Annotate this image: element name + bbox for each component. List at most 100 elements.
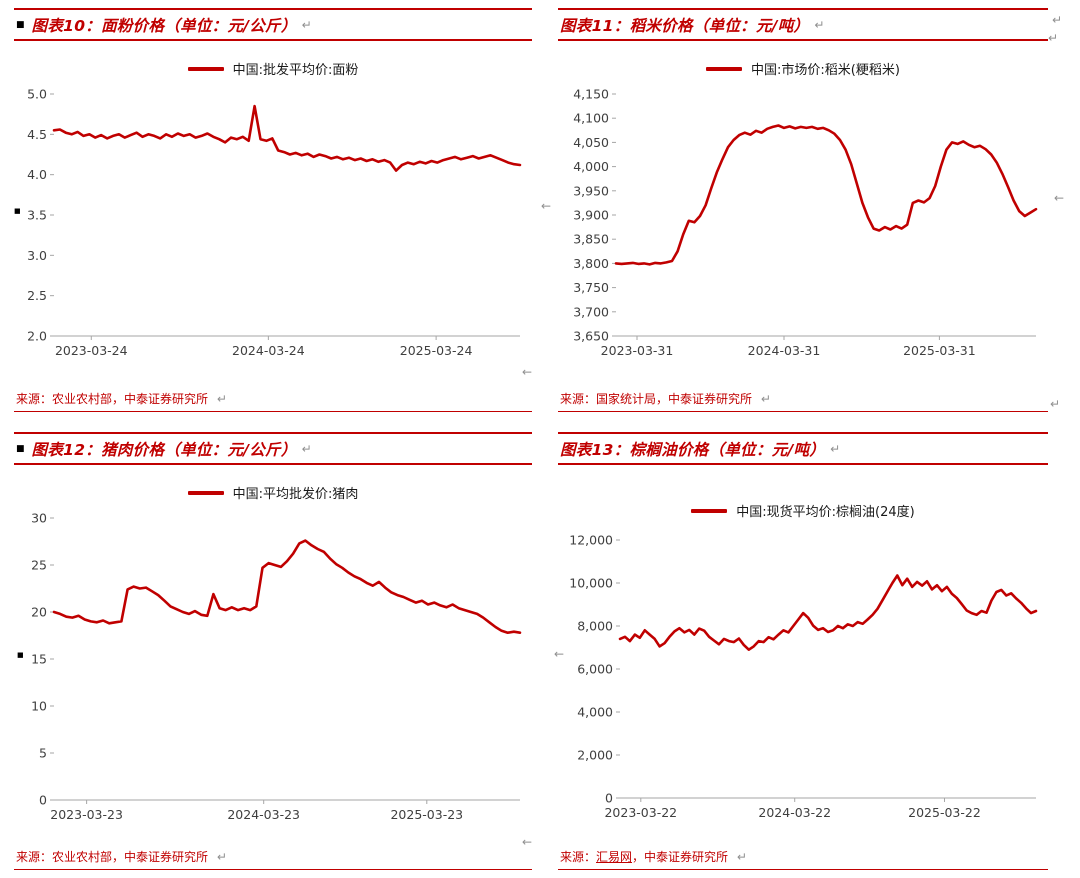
paragraph-mark-icon: ← [541,199,552,213]
legend: 中国:平均批发价:猪肉 [14,483,532,502]
paragraph-mark-icon: ↵ [301,442,312,456]
svg-text:4.0: 4.0 [27,167,47,182]
paragraph-mark-icon: ↵ [736,850,747,864]
source-text: ，中泰证券研究所 [632,850,729,864]
source-rule [14,411,532,412]
title-rule-top [14,432,532,434]
svg-text:10: 10 [31,699,47,714]
source-text: 农业农村部，中泰证券研究所 [52,850,209,864]
paragraph-mark-icon: ← [522,365,533,379]
palm-oil-price-line-chart: 12,000 10,000 8,000 6,000 4,000 2,000 02023-03… [569,533,1038,820]
source-rule [558,869,1048,870]
figure-title: 图表10：面粉价格（单位：元/公斤） [31,17,297,35]
legend: 中国:现货平均价:棕榈油(24度) [558,501,1048,520]
svg-text:4.5: 4.5 [27,127,47,142]
svg-text:2025-03-31: 2025-03-31 [903,343,976,358]
svg-text:4,100: 4,100 [573,111,609,126]
paragraph-mark-icon: ← [554,647,565,661]
figure-title-row: ■ 图表12：猪肉价格（单位：元/公斤） ↵ [14,434,532,463]
source-text: 国家统计局，中泰证券研究所 [596,392,753,406]
svg-text:2023-03-24: 2023-03-24 [55,343,128,358]
svg-text:30: 30 [31,511,47,526]
svg-text:20: 20 [31,605,47,620]
source-text: 农业农村部，中泰证券研究所 [52,392,209,406]
source-prefix: 来源： [16,392,53,406]
svg-text:2025-03-24: 2025-03-24 [400,343,473,358]
svg-text:3,950: 3,950 [573,183,609,198]
paragraph-mark-icon: ← [1054,191,1065,205]
legend: 中国:市场价:稻米(粳稻米) [558,59,1048,78]
svg-text:15: 15 [31,652,47,667]
source-row: 来源：国家统计局，中泰证券研究所 ↵ [558,388,1048,411]
title-rule-top [558,8,1048,10]
svg-text:0: 0 [605,791,613,806]
svg-text:3,850: 3,850 [573,232,609,247]
source-row: 来源：农业农村部，中泰证券研究所 ↵ [14,846,532,869]
figure-12-block: ■ 图表12：猪肉价格（单位：元/公斤） ↵ 中国:平均批发价:猪肉 30 25 2… [14,432,532,870]
paragraph-mark-icon: ↵ [216,392,227,406]
svg-text:4,150: 4,150 [573,87,609,102]
paragraph-mark-icon: ↵ [830,442,841,456]
paragraph-mark-icon: ← [522,835,533,849]
bullet-square-icon: ■ [14,207,21,215]
legend: 中国:批发平均价:面粉 [14,59,532,78]
svg-text:2024-03-23: 2024-03-23 [227,807,300,822]
legend-label: 中国:批发平均价:面粉 [232,63,359,78]
figure-10-block: ■ 图表10：面粉价格（单位：元/公斤） ↵ 中国:批发平均价:面粉 5.0 4.… [14,8,532,412]
svg-text:3,900: 3,900 [573,208,609,223]
paragraph-mark-icon: ↵ [1050,397,1061,411]
svg-text:25: 25 [31,558,47,573]
svg-text:2024-03-31: 2024-03-31 [748,343,821,358]
svg-text:2023-03-23: 2023-03-23 [50,807,123,822]
svg-text:2.0: 2.0 [27,329,47,344]
legend-line-swatch [187,490,224,495]
paragraph-mark-icon: ↵ [1048,31,1059,45]
title-rule-bottom [558,39,1048,41]
legend-label: 中国:现货平均价:棕榈油(24度) [736,505,915,520]
title-rule-top [14,8,532,10]
figure-13-block: 图表13：棕榈油价格（单位：元/吨） ↵ 中国:现货平均价:棕榈油(24度) 1… [558,432,1048,870]
figure-title-row: ■ 图表10：面粉价格（单位：元/公斤） ↵ [14,10,532,39]
source-prefix: 来源： [560,850,597,864]
source-prefix: 来源： [16,850,53,864]
bullet-square-icon: ■ [16,19,25,30]
legend-label: 中国:平均批发价:猪肉 [232,487,359,502]
svg-text:2024-03-24: 2024-03-24 [232,343,305,358]
svg-text:2.5: 2.5 [27,288,47,303]
figure-title: 图表12：猪肉价格（单位：元/公斤） [31,441,297,459]
svg-text:2,000: 2,000 [577,748,613,763]
svg-text:8,000: 8,000 [577,619,613,634]
svg-text:12,000: 12,000 [569,533,613,548]
svg-text:3.0: 3.0 [27,248,47,263]
svg-text:5: 5 [39,746,47,761]
svg-text:3,650: 3,650 [573,329,609,344]
source-rule [558,411,1048,412]
figure-11-block: 图表11：稻米价格（单位：元/吨） ↵ 中国:市场价:稻米(粳稻米) 4,150… [558,8,1048,412]
legend-label: 中国:市场价:稻米(粳稻米) [751,63,900,78]
svg-text:3,750: 3,750 [573,280,609,295]
figure-title-row: 图表11：稻米价格（单位：元/吨） ↵ [558,10,1048,39]
paragraph-mark-icon: ↵ [216,850,227,864]
svg-text:6,000: 6,000 [577,662,613,677]
svg-text:2023-03-31: 2023-03-31 [601,343,674,358]
flour-price-line-chart: 5.0 4.5 4.0 3.5 3.0 2.5 2.0 2023-03-24 2024-03-2… [27,87,522,358]
svg-text:3,700: 3,700 [573,304,609,319]
paragraph-mark-icon: ↵ [1052,13,1063,27]
figure-title: 图表11：稻米价格（单位：元/吨） [560,17,810,35]
svg-text:10,000: 10,000 [569,576,613,591]
figure-title-row: 图表13：棕榈油价格（单位：元/吨） ↵ [558,434,1048,463]
svg-text:4,000: 4,000 [573,159,609,174]
svg-text:4,050: 4,050 [573,135,609,150]
paragraph-mark-icon: ↵ [301,18,312,32]
svg-text:3,800: 3,800 [573,256,609,271]
legend-line-swatch [706,66,743,71]
svg-text:2025-03-23: 2025-03-23 [390,807,463,822]
source-rule [14,869,532,870]
source-row: 来源：汇易网，中泰证券研究所 ↵ [558,846,1048,869]
figure-title: 图表13：棕榈油价格（单位：元/吨） [560,441,826,459]
paragraph-mark-icon: ↵ [760,392,771,406]
svg-text:3.5: 3.5 [27,208,47,223]
source-hyperlink[interactable]: 汇易网 [596,850,633,864]
